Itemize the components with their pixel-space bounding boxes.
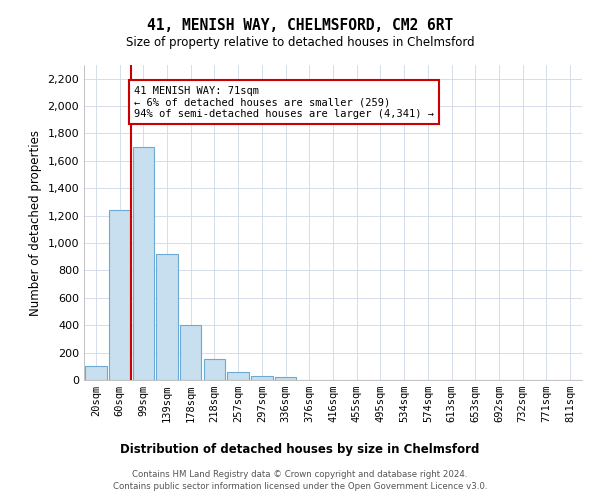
Bar	[85, 366, 107, 380]
Text: Contains public sector information licensed under the Open Government Licence v3: Contains public sector information licen…	[113, 482, 487, 491]
Bar	[275, 376, 296, 380]
Bar	[180, 325, 202, 380]
Bar	[251, 376, 272, 380]
Bar	[133, 147, 154, 380]
Bar	[157, 254, 178, 380]
Y-axis label: Number of detached properties: Number of detached properties	[29, 130, 42, 316]
Text: Distribution of detached houses by size in Chelmsford: Distribution of detached houses by size …	[121, 442, 479, 456]
Bar	[204, 360, 225, 380]
Bar	[227, 372, 249, 380]
Text: Size of property relative to detached houses in Chelmsford: Size of property relative to detached ho…	[125, 36, 475, 49]
Bar	[109, 210, 130, 380]
Text: 41 MENISH WAY: 71sqm
← 6% of detached houses are smaller (259)
94% of semi-detac: 41 MENISH WAY: 71sqm ← 6% of detached ho…	[134, 86, 434, 118]
Text: 41, MENISH WAY, CHELMSFORD, CM2 6RT: 41, MENISH WAY, CHELMSFORD, CM2 6RT	[147, 18, 453, 32]
Text: Contains HM Land Registry data © Crown copyright and database right 2024.: Contains HM Land Registry data © Crown c…	[132, 470, 468, 479]
